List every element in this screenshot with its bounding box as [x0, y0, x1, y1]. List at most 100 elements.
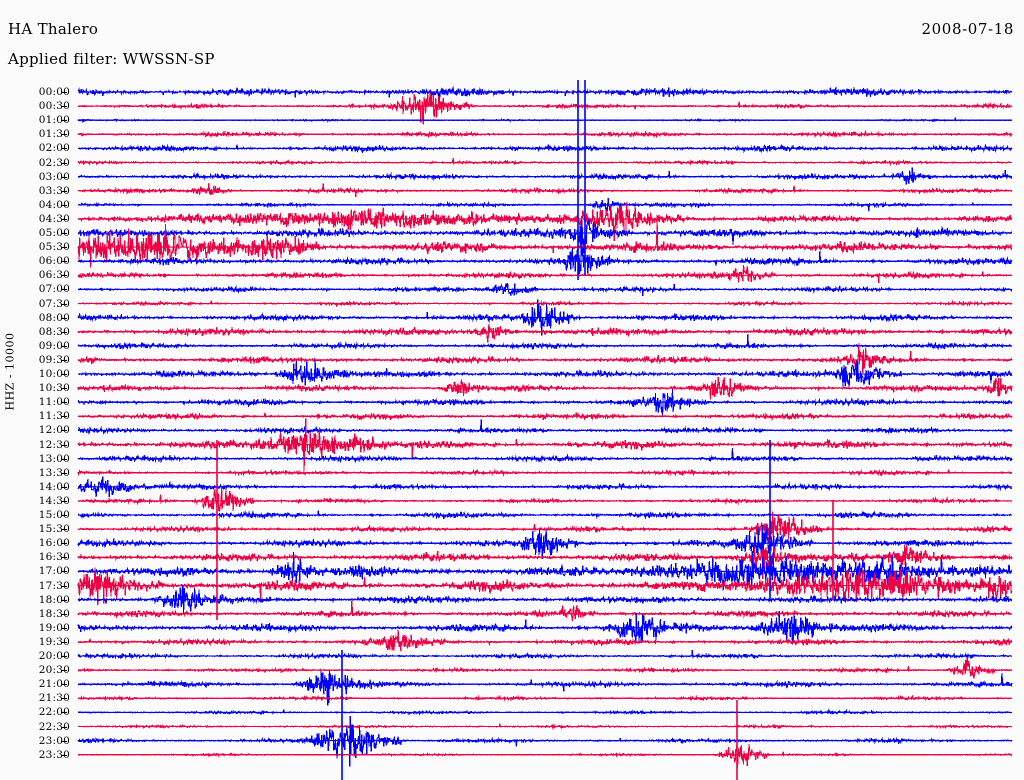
time-tick-label: 23:30 [38, 748, 70, 761]
time-tick-label: 06:00 [38, 255, 70, 268]
time-tick-label: 00:00 [38, 86, 70, 98]
row-tick [62, 712, 67, 714]
row-tick [62, 500, 67, 502]
trace-row [77, 708, 1012, 716]
row-tick [62, 374, 67, 375]
row-tick [62, 162, 67, 164]
time-tick-label: 04:30 [38, 212, 70, 225]
trace-row [78, 486, 1013, 512]
row-tick [62, 190, 67, 192]
row-tick [62, 430, 67, 432]
row-tick [62, 303, 67, 305]
time-tick-label: 15:30 [38, 523, 70, 536]
filter-label: Applied filter: WWSSN-SP [8, 50, 215, 68]
time-tick-label: 21:00 [38, 678, 70, 691]
time-tick-label: 18:30 [38, 607, 70, 620]
row-tick [62, 148, 67, 150]
time-tick-label: 09:00 [38, 339, 70, 352]
time-tick-label: 07:30 [38, 297, 70, 310]
time-tick-label: 23:00 [38, 734, 70, 747]
row-tick [62, 670, 67, 672]
time-tick-label: 07:00 [38, 283, 70, 296]
trace-row [77, 525, 1012, 571]
time-tick-label: 22:30 [38, 720, 70, 733]
row-tick [62, 599, 67, 601]
row-tick [62, 543, 67, 545]
row-tick [62, 627, 67, 629]
seismogram-plot: 00:00 00:30 01:00 01:30 02:00 02:30 03:00 03:30… [0, 80, 1024, 780]
row-tick [62, 571, 67, 573]
row-tick [62, 458, 67, 460]
trace-row [77, 264, 1013, 283]
row-tick [62, 106, 67, 108]
row-tick [62, 585, 67, 587]
trace-row [78, 744, 1013, 768]
row-tick [62, 176, 67, 178]
time-tick-label: 13:00 [38, 452, 70, 465]
date-label: 2008-07-18 [921, 20, 1014, 38]
time-tick-label: 08:30 [38, 325, 70, 338]
trace-row [77, 342, 1013, 373]
time-tick-label: 20:30 [38, 664, 70, 677]
time-tick-label: 13:30 [38, 466, 70, 479]
time-tick-label: 14:00 [38, 480, 70, 493]
row-tick [62, 92, 67, 93]
row-tick [62, 233, 67, 234]
time-tick-label: 20:00 [38, 650, 70, 662]
time-tick-label: 04:00 [38, 198, 70, 211]
row-tick [62, 754, 67, 756]
trace-row [77, 324, 1013, 343]
trace-row [77, 567, 1013, 605]
time-tick-label: 17:30 [38, 579, 70, 592]
time-tick-label: 17:00 [38, 565, 70, 578]
time-tick-label: 22:00 [38, 706, 70, 719]
trace-row [77, 448, 1013, 464]
row-tick [62, 641, 67, 643]
trace-row [77, 85, 1013, 102]
time-tick-label: 16:00 [38, 537, 70, 550]
time-tick-label: 01:30 [38, 128, 70, 141]
row-tick [62, 134, 67, 136]
trace-row [77, 167, 1013, 185]
row-tick [62, 204, 67, 206]
row-tick [62, 402, 67, 404]
time-tick-label: 10:30 [38, 382, 70, 395]
time-tick-label: 03:00 [38, 170, 70, 183]
row-tick [62, 472, 67, 474]
trace-row [77, 333, 1013, 351]
time-tick-label: 03:30 [38, 184, 70, 197]
time-tick-label: 18:00 [38, 593, 70, 606]
time-tick-label: 02:30 [38, 156, 70, 169]
time-tick-label: 05:00 [38, 227, 70, 239]
time-tick-label: 21:30 [38, 692, 70, 705]
row-tick [62, 247, 67, 249]
trace-row [77, 418, 1012, 472]
trace-row [77, 650, 1013, 660]
time-tick-label: 14:30 [38, 494, 70, 507]
trace-row [77, 716, 1013, 767]
time-tick-label: 06:30 [38, 269, 70, 282]
row-tick [62, 218, 67, 220]
time-tick-label: 10:00 [38, 368, 70, 380]
time-tick-label: 00:30 [38, 100, 70, 113]
time-tick-label: 12:30 [38, 438, 70, 451]
time-tick-label: 12:00 [38, 424, 70, 437]
trace-row [77, 550, 1013, 591]
row-tick [62, 275, 67, 277]
page-title: HA Thalero [8, 20, 99, 38]
time-tick-label: 19:00 [38, 621, 70, 634]
row-tick [62, 444, 67, 446]
row-tick [62, 613, 67, 615]
row-tick [62, 388, 67, 390]
time-tick-label: 08:00 [38, 311, 70, 324]
row-tick [62, 345, 67, 347]
row-tick [62, 726, 67, 728]
row-tick [62, 529, 67, 531]
row-tick [62, 740, 67, 742]
row-tick [62, 359, 67, 361]
trace-row [77, 468, 1013, 477]
trace-row [77, 182, 1013, 198]
row-tick [62, 289, 67, 291]
time-tick-label: 02:00 [38, 142, 70, 155]
row-tick [62, 486, 67, 488]
